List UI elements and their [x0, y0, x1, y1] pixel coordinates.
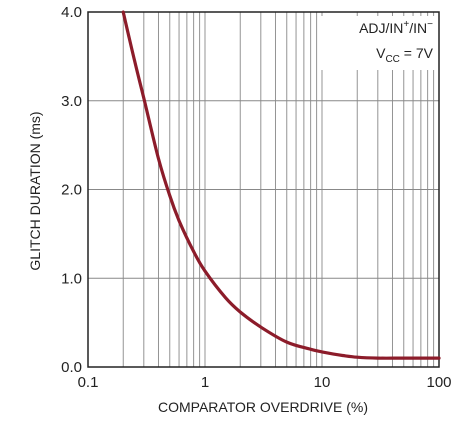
y-tick-label: 2.0 — [61, 182, 82, 199]
y-tick-label: 4.0 — [61, 4, 82, 21]
x-tick-label: 0.1 — [78, 374, 99, 391]
annotation-eq: = 7V — [400, 45, 434, 61]
plot-frame — [87, 11, 440, 368]
annotation-sub-cc: CC — [385, 54, 399, 65]
x-tick-label: 10 — [314, 374, 331, 391]
annotation-line-2: VCC = 7V — [376, 45, 434, 65]
annotation-in: /IN — [409, 20, 427, 36]
annotation-background — [320, 16, 438, 70]
curve-layer — [121, 10, 441, 360]
annotation-adj: ADJ/IN — [359, 20, 403, 36]
y-tick-label: 0.0 — [61, 359, 82, 376]
annotation-sup-plus: + — [403, 19, 409, 30]
grid — [88, 12, 439, 367]
tick-labels: 0.1 1 10 100 0.0 1.0 2.0 3.0 4.0 — [61, 4, 451, 391]
x-tick-label: 100 — [426, 374, 451, 391]
annotation-sup-minus: − — [427, 19, 433, 30]
y-tick-label: 1.0 — [61, 270, 82, 287]
annotation-line-1: ADJ/IN+/IN− — [359, 19, 433, 36]
y-axis-label: GLITCH DURATION (ms) — [27, 111, 43, 270]
x-tick-label: 1 — [201, 374, 209, 391]
x-axis-label: COMPARATOR OVERDRIVE (%) — [158, 399, 368, 415]
series-line — [121, 10, 441, 360]
annotation-v: V — [376, 45, 386, 61]
y-tick-label: 3.0 — [61, 93, 82, 110]
